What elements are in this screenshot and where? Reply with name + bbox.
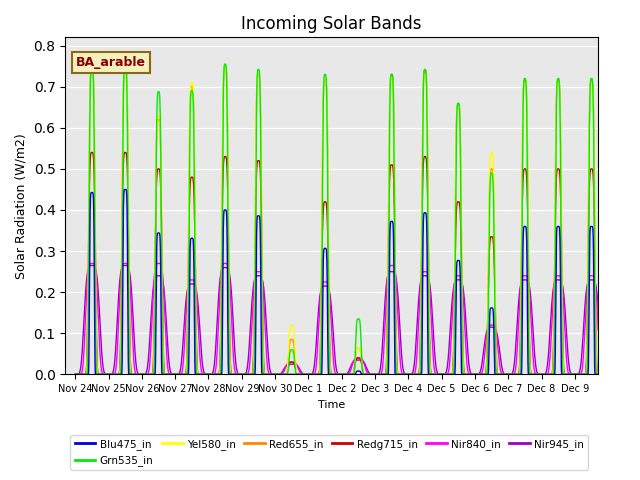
Grn535_in: [387, 75, 394, 81]
Yel580_in: [467, 372, 474, 377]
Grn535_in: [467, 372, 474, 377]
Nir840_in: [467, 372, 474, 377]
Line: Nir945_in: Nir945_in: [76, 265, 608, 374]
Red655_in: [495, 372, 502, 377]
Nir945_in: [467, 369, 474, 375]
Nir840_in: [604, 372, 612, 377]
Nir840_in: [264, 369, 272, 374]
Blu475_in: [72, 372, 79, 377]
Yel580_in: [387, 78, 394, 84]
Redg715_in: [467, 372, 474, 377]
Red655_in: [467, 372, 474, 377]
Yel580_in: [72, 372, 79, 377]
Blu475_in: [264, 372, 272, 377]
Redg715_in: [88, 150, 96, 156]
Nir945_in: [410, 364, 418, 370]
Blu475_in: [467, 372, 474, 377]
Line: Blu475_in: Blu475_in: [76, 190, 608, 374]
Grn535_in: [495, 372, 502, 377]
Grn535_in: [604, 372, 612, 377]
Text: BA_arable: BA_arable: [76, 56, 146, 69]
Red655_in: [264, 372, 272, 377]
Yel580_in: [221, 63, 229, 69]
Redg715_in: [410, 372, 418, 377]
Title: Incoming Solar Bands: Incoming Solar Bands: [241, 15, 422, 33]
Line: Grn535_in: Grn535_in: [76, 64, 608, 374]
Y-axis label: Solar Radiation (W/m2): Solar Radiation (W/m2): [15, 133, 28, 279]
Line: Nir840_in: Nir840_in: [76, 264, 608, 374]
Grn535_in: [221, 61, 229, 67]
Grn535_in: [98, 372, 106, 377]
Nir840_in: [387, 263, 394, 268]
Red655_in: [98, 372, 106, 377]
Nir945_in: [495, 342, 502, 348]
X-axis label: Time: Time: [318, 400, 346, 409]
Nir840_in: [410, 372, 418, 377]
Redg715_in: [264, 372, 272, 377]
Line: Yel580_in: Yel580_in: [76, 66, 608, 374]
Red655_in: [604, 372, 612, 377]
Redg715_in: [604, 372, 612, 377]
Yel580_in: [495, 372, 502, 377]
Line: Redg715_in: Redg715_in: [76, 153, 608, 374]
Nir840_in: [88, 261, 96, 266]
Yel580_in: [98, 372, 106, 377]
Blu475_in: [387, 219, 394, 225]
Yel580_in: [604, 372, 612, 377]
Redg715_in: [495, 372, 502, 377]
Line: Red655_in: Red655_in: [76, 66, 608, 374]
Blu475_in: [98, 372, 106, 377]
Blu475_in: [604, 372, 612, 377]
Grn535_in: [264, 372, 272, 377]
Yel580_in: [410, 372, 418, 377]
Blu475_in: [495, 372, 502, 377]
Red655_in: [72, 372, 79, 377]
Redg715_in: [72, 372, 79, 377]
Blu475_in: [122, 187, 129, 192]
Nir840_in: [495, 355, 502, 360]
Legend: Blu475_in, Grn535_in, Yel580_in, Red655_in, Redg715_in, Nir840_in, Nir945_in: Blu475_in, Grn535_in, Yel580_in, Red655_…: [70, 435, 588, 470]
Red655_in: [221, 63, 229, 69]
Nir945_in: [88, 263, 96, 268]
Redg715_in: [99, 372, 106, 377]
Nir840_in: [72, 372, 79, 377]
Grn535_in: [72, 372, 79, 377]
Redg715_in: [387, 163, 394, 168]
Nir945_in: [387, 269, 394, 275]
Nir945_in: [604, 372, 612, 377]
Nir945_in: [264, 352, 272, 358]
Yel580_in: [264, 372, 272, 377]
Red655_in: [410, 372, 418, 377]
Nir840_in: [99, 370, 106, 375]
Nir945_in: [72, 372, 79, 377]
Nir945_in: [99, 355, 106, 360]
Blu475_in: [410, 372, 418, 377]
Red655_in: [387, 73, 394, 79]
Grn535_in: [410, 372, 418, 377]
